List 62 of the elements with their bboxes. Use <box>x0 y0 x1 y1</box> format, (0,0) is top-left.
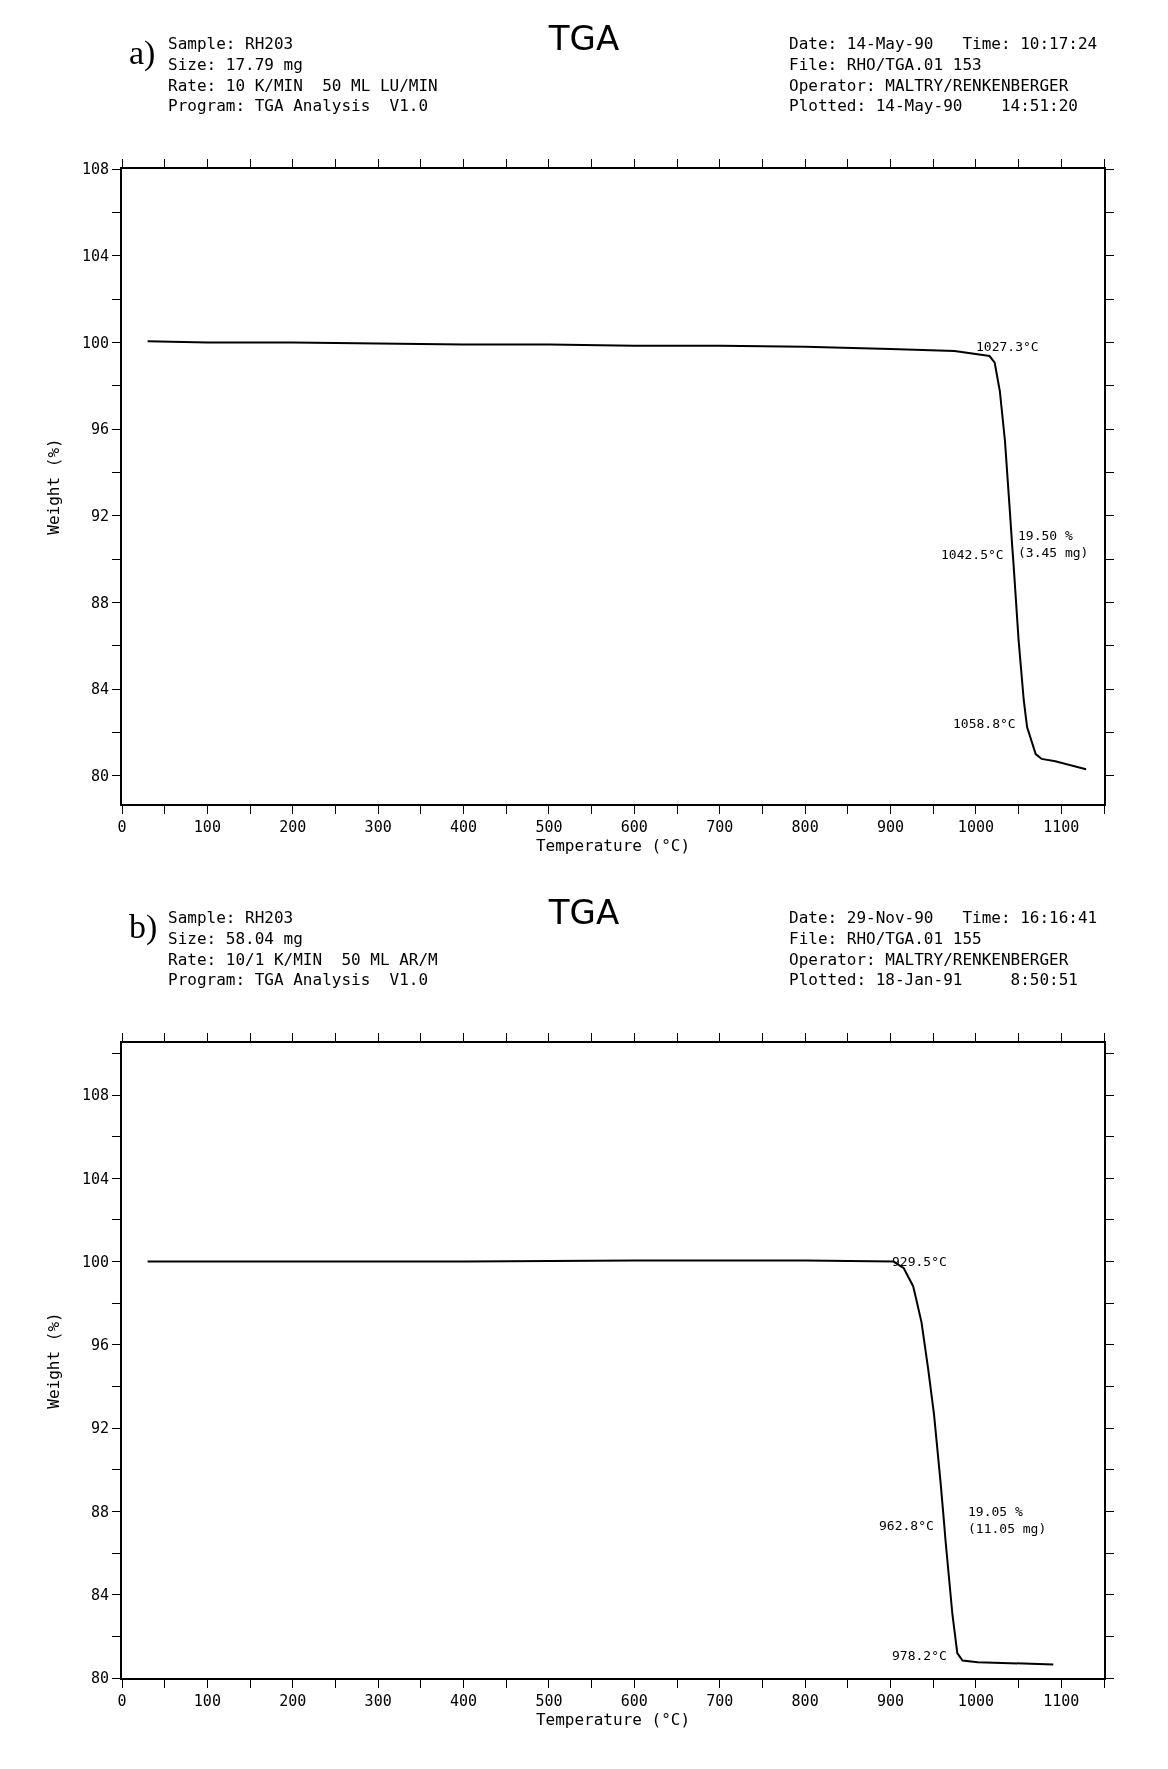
y-tick-label: 92 <box>90 507 109 526</box>
y-tick-label: 92 <box>90 1419 109 1438</box>
x-tick-label: 100 <box>193 818 221 836</box>
x-tick-label: 1100 <box>1043 818 1080 836</box>
text: Sample: RH203 Size: 17.79 mg Rate: 10 K/MIN 50 ML LU/MIN Program: TGA Analysis V1.0 <box>168 34 438 116</box>
annotation: 978.2°C <box>892 1648 947 1663</box>
y-tick-label: 96 <box>90 1336 109 1355</box>
x-tick-label: 800 <box>791 1692 819 1710</box>
chart-title: TGA <box>547 17 620 58</box>
x-axis-title: Temperature (°C) <box>535 836 691 855</box>
x-tick-label: 600 <box>620 818 648 836</box>
annotation: 962.8°C <box>879 1518 934 1533</box>
x-tick-label: 500 <box>535 1692 563 1710</box>
annotation: 1058.8°C <box>953 716 1016 731</box>
line-series <box>146 1259 1055 1666</box>
x-tick-label: 900 <box>876 1692 905 1710</box>
x-tick-label: 400 <box>450 1692 478 1710</box>
x-axis-title: Temperature (°C) <box>535 1710 691 1729</box>
x-tick-label: 200 <box>279 1692 307 1710</box>
y-tick-label: 104 <box>81 246 109 265</box>
annotation: 19.05 % (11.05 mg) <box>968 1504 1047 1536</box>
y-tick-label: 108 <box>81 1086 109 1105</box>
x-tick-label: 700 <box>706 1692 734 1710</box>
y-tick-label: 100 <box>81 333 109 352</box>
x-tick-label: 300 <box>364 1692 392 1710</box>
y-tick-label: 88 <box>90 1502 109 1521</box>
x-tick-label: 1100 <box>1043 1692 1080 1710</box>
annotation: 1027.3°C <box>976 339 1039 354</box>
x-tick-label: 0 <box>117 1692 127 1710</box>
text: Date: 29-Nov-90 Time: 16:16:41 File: RHO/TGA.01 155 Operator: MALTRY/RENKENBERGER Plotted: 18-Jan-91 8:50:51 <box>789 908 1098 990</box>
x-tick-label: 400 <box>450 818 478 836</box>
x-tick-label: 0 <box>117 818 127 836</box>
x-tick-label: 200 <box>279 818 307 836</box>
y-axis-title: Weight (%) <box>44 1312 64 1409</box>
y-tick-label: 80 <box>90 1669 109 1688</box>
y-axis-title: Weight (%) <box>44 438 64 535</box>
chart-title: TGA <box>547 891 620 932</box>
annotation: 1042.5°C <box>941 547 1004 562</box>
text: Sample: RH203 Size: 58.04 mg Rate: 10/1 K/MIN 50 ML AR/M Program: TGA Analysis V1.0 <box>168 908 438 990</box>
text: b) <box>129 908 158 946</box>
x-tick-label: 300 <box>364 818 392 836</box>
x-tick-label: 100 <box>193 1692 221 1710</box>
y-tick-label: 104 <box>81 1169 109 1188</box>
y-tick-label: 80 <box>90 767 109 786</box>
line-series <box>146 340 1088 771</box>
x-tick-label: 900 <box>876 818 905 836</box>
y-tick-label: 88 <box>90 593 109 612</box>
annotation: 929.5°C <box>892 1254 947 1269</box>
x-tick-label: 1000 <box>957 818 994 836</box>
x-tick-label: 700 <box>706 818 734 836</box>
x-tick-label: 800 <box>791 818 819 836</box>
text: a) <box>129 34 156 72</box>
y-tick-label: 100 <box>81 1252 109 1271</box>
y-tick-label: 84 <box>90 680 109 699</box>
y-tick-label: 96 <box>90 420 109 439</box>
annotation: 19.50 % (3.45 mg) <box>1018 528 1089 560</box>
x-tick-label: 500 <box>535 818 563 836</box>
text: Date: 14-May-90 Time: 10:17:24 File: RHO/TGA.01 153 Operator: MALTRY/RENKENBERGER Plotted: 14-May-90 14:51:20 <box>789 34 1098 116</box>
x-tick-label: 1000 <box>957 1692 994 1710</box>
x-tick-label: 600 <box>620 1692 648 1710</box>
y-tick-label: 84 <box>90 1585 109 1604</box>
y-tick-label: 108 <box>81 160 109 179</box>
